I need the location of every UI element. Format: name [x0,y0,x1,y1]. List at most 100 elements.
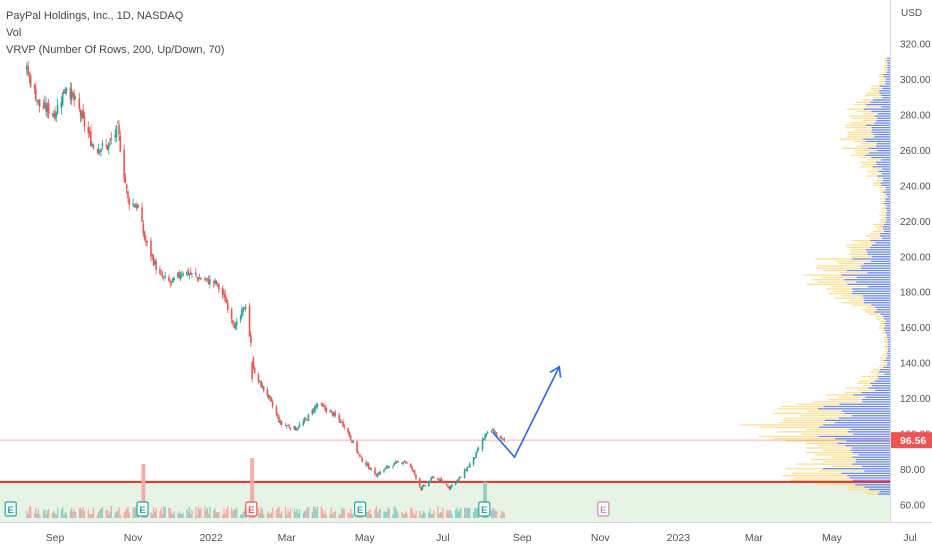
candle-body [499,435,502,438]
earnings-marker: E [478,501,491,517]
vp-bar-down [881,329,885,332]
volume-bar [324,510,326,518]
chart-title[interactable]: PayPal Holdings, Inc., 1D, NASDAQ [6,10,184,22]
vp-bar-up [884,359,890,362]
vp-bar-up [851,292,890,295]
vp-bar-down [880,322,885,325]
time-tick-label: Nov [591,532,610,544]
vp-bar-up [876,120,890,122]
volume-bar [250,458,252,518]
vp-bar-up [882,96,890,99]
volume-bar [182,512,184,518]
candle-body [137,205,139,208]
vp-bar-down [873,184,882,186]
candle-body [90,131,92,146]
candle-body [186,271,188,275]
time-axis[interactable]: Sep Nov 2022 Mar May Jul Sep Nov 2023 Mar May Jul [0,522,932,551]
time-tick-label: Jul [903,532,916,544]
vp-bar-down [842,302,864,304]
candle-body [26,65,28,70]
candle-body [56,105,59,114]
volume-bar [231,507,233,518]
vp-bar-down [884,348,888,350]
candle-body [360,456,362,458]
volume-bar [293,508,296,518]
candle-body [82,109,84,118]
candle-body [96,150,99,152]
volume-bar [339,514,342,518]
candle-body [248,305,251,337]
candle-body [99,150,101,152]
vp-bar-up [884,329,890,332]
volume-bar [53,510,55,518]
volume-bar [155,508,157,518]
vp-bar-down [845,392,862,394]
chart-plot-area[interactable]: E E E E E E PayPal Holdings, Inc., 1D, NASDAQ… [0,0,890,522]
candle-body [81,112,83,119]
vp-bar-down [852,239,871,242]
vp-bar-down [845,124,866,126]
candle-body [200,278,202,280]
volume-bar [342,508,344,518]
vp-bar-up [846,440,890,442]
candle-body [445,483,448,486]
vp-bar-down [880,78,887,80]
vp-bar-down [876,373,885,375]
candle-body [35,88,37,101]
vp-bar-up [882,315,890,318]
vp-bar-up [887,362,890,364]
candle-body [182,273,184,276]
volume-bar [132,508,134,518]
vp-bar-up [883,230,890,232]
candle-body [205,278,207,280]
vp-bar-down [872,168,882,170]
volume-bar [411,508,413,518]
volume-bar [168,507,170,518]
candle-body [458,477,461,479]
price-tick-label: 120.00 [900,394,931,405]
candle-body [289,427,292,430]
volume-bar [214,508,216,518]
candle-body [243,306,246,310]
volume-bar [37,509,40,518]
vp-bar-up [847,431,890,433]
vrvp-indicator-label[interactable]: VRVP (Number Of Rows, 200, Up/Down, 70) [6,44,225,56]
volume-bar [423,510,425,518]
volume-bar [437,506,439,518]
vp-bar-up [852,456,890,458]
vp-bar-up [882,226,890,228]
candle-body [146,241,148,243]
vp-bar-down [784,417,839,419]
volume-bar [370,514,372,518]
volume-bar [82,507,84,518]
candle-body [278,416,280,423]
volume-bar [472,512,475,518]
volume-bar [341,507,343,518]
candle-body [503,438,506,440]
vp-bar-down [821,449,851,451]
vp-bar-down [785,468,823,470]
vp-bar-up [861,398,890,401]
candle-body [325,408,328,412]
candle-body [64,91,67,94]
candle-body [410,463,412,468]
vp-bar-up [880,182,890,184]
volume-bar [304,511,306,518]
vp-bar-down [866,306,876,309]
candle-body [74,97,77,99]
vp-bar-down [882,332,886,334]
volume-bar [287,509,289,518]
vol-indicator-label[interactable]: Vol [6,27,22,39]
candle-body [127,191,129,199]
price-axis[interactable]: USD 320.00 300.00 280.00 260.00 240.00 220.00 2… [890,0,932,522]
volume-bar [234,509,237,518]
candle-body [315,405,317,408]
volume-bar [277,507,279,518]
candle-body [490,431,493,433]
volume-bar [206,507,209,518]
vp-bar-down [879,320,886,322]
vp-bar-up [867,251,890,253]
volume-bar [163,506,165,518]
candle-body [306,419,308,421]
